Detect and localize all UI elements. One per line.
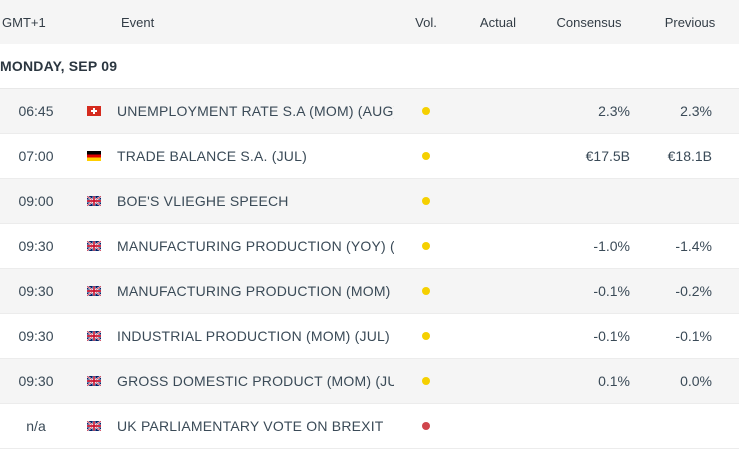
volatility-medium-icon: [422, 197, 430, 205]
event-previous: -0.1%: [675, 328, 712, 344]
event-name[interactable]: INDUSTRIAL PRODUCTION (MOM) (JUL): [117, 328, 390, 344]
gb-flag-icon: [87, 421, 101, 431]
event-consensus: [538, 193, 640, 209]
flag-cell: [72, 421, 116, 431]
volatility-cell: [394, 197, 458, 205]
day-heading: MONDAY, SEP 09: [0, 44, 739, 89]
event-time: n/a: [26, 418, 46, 434]
volatility-cell: [394, 332, 458, 340]
event-consensus: €17.5B: [585, 148, 630, 164]
event-name[interactable]: GROSS DOMESTIC PRODUCT (MOM) (JUL): [117, 373, 394, 389]
volatility-cell: [394, 242, 458, 250]
event-name[interactable]: UK PARLIAMENTARY VOTE ON BREXIT: [117, 418, 384, 434]
header-previous[interactable]: Previous: [664, 14, 716, 30]
ch-flag-icon: [87, 106, 101, 116]
volatility-cell: [394, 152, 458, 160]
flag-cell: [72, 106, 116, 116]
volatility-medium-icon: [422, 332, 430, 340]
table-row[interactable]: 09:30 INDUSTRIAL PRODUCTION (MOM) (JUL) …: [0, 314, 739, 359]
event-time: 09:30: [18, 283, 54, 299]
header-volatility[interactable]: Vol.: [415, 14, 437, 30]
table-row[interactable]: 07:00 TRADE BALANCE S.A. (JUL) €17.5B €1…: [0, 134, 739, 179]
event-consensus: 0.1%: [598, 373, 630, 389]
volatility-medium-icon: [422, 107, 430, 115]
volatility-high-icon: [422, 422, 430, 430]
volatility-cell: [394, 107, 458, 115]
volatility-cell: [394, 422, 458, 430]
volatility-medium-icon: [422, 377, 430, 385]
flag-cell: [72, 151, 116, 161]
event-time: 07:00: [18, 148, 54, 164]
event-previous: 2.3%: [680, 103, 712, 119]
event-previous: -1.4%: [675, 238, 712, 254]
table-row[interactable]: n/a UK PARLIAMENTARY VOTE ON BREXIT: [0, 404, 739, 449]
gb-flag-icon: [87, 241, 101, 251]
event-previous: -0.2%: [675, 283, 712, 299]
event-consensus: -0.1%: [593, 328, 630, 344]
de-flag-icon: [87, 151, 101, 161]
table-row[interactable]: 09:30 MANUFACTURING PRODUCTION (MOM) (J.…: [0, 269, 739, 314]
volatility-medium-icon: [422, 152, 430, 160]
gb-flag-icon: [87, 196, 101, 206]
event-previous: 0.0%: [680, 373, 712, 389]
flag-cell: [72, 241, 116, 251]
event-previous: €18.1B: [667, 148, 712, 164]
volatility-medium-icon: [422, 242, 430, 250]
volatility-medium-icon: [422, 287, 430, 295]
event-name[interactable]: BOE'S VLIEGHE SPEECH: [117, 193, 289, 209]
volatility-cell: [394, 377, 458, 385]
event-consensus: [538, 418, 640, 434]
event-time: 09:30: [18, 238, 54, 254]
gb-flag-icon: [87, 286, 101, 296]
event-consensus: 2.3%: [598, 103, 630, 119]
flag-cell: [72, 196, 116, 206]
event-name[interactable]: TRADE BALANCE S.A. (JUL): [117, 148, 307, 164]
event-previous: [640, 193, 739, 209]
table-row[interactable]: 09:30 GROSS DOMESTIC PRODUCT (MOM) (JUL)…: [0, 359, 739, 404]
event-name[interactable]: UNEMPLOYMENT RATE S.A (MOM) (AUG): [117, 103, 394, 119]
event-time: 06:45: [18, 103, 54, 119]
gb-flag-icon: [87, 331, 101, 341]
event-time: 09:30: [18, 328, 54, 344]
volatility-cell: [394, 287, 458, 295]
header-consensus[interactable]: Consensus: [556, 14, 622, 30]
event-list: 06:45 UNEMPLOYMENT RATE S.A (MOM) (AUG) …: [0, 89, 739, 449]
header-event[interactable]: Event: [121, 14, 155, 30]
flag-cell: [72, 331, 116, 341]
event-time: 09:30: [18, 373, 54, 389]
table-row[interactable]: 06:45 UNEMPLOYMENT RATE S.A (MOM) (AUG) …: [0, 89, 739, 134]
event-name[interactable]: MANUFACTURING PRODUCTION (YOY) (J...: [117, 238, 394, 254]
event-time: 09:00: [18, 193, 54, 209]
table-row[interactable]: 09:30 MANUFACTURING PRODUCTION (YOY) (J.…: [0, 224, 739, 269]
table-row[interactable]: 09:00 BOE'S VLIEGHE SPEECH: [0, 179, 739, 224]
header-actual[interactable]: Actual: [479, 14, 517, 30]
event-consensus: -0.1%: [593, 283, 630, 299]
event-consensus: -1.0%: [593, 238, 630, 254]
flag-cell: [72, 286, 116, 296]
event-name[interactable]: MANUFACTURING PRODUCTION (MOM) (J...: [117, 283, 394, 299]
gb-flag-icon: [87, 376, 101, 386]
flag-cell: [72, 376, 116, 386]
event-previous: [640, 418, 739, 434]
table-header: GMT+1 Event Vol. Actual Consensus Previo…: [0, 0, 739, 44]
header-timezone[interactable]: GMT+1: [2, 14, 46, 30]
